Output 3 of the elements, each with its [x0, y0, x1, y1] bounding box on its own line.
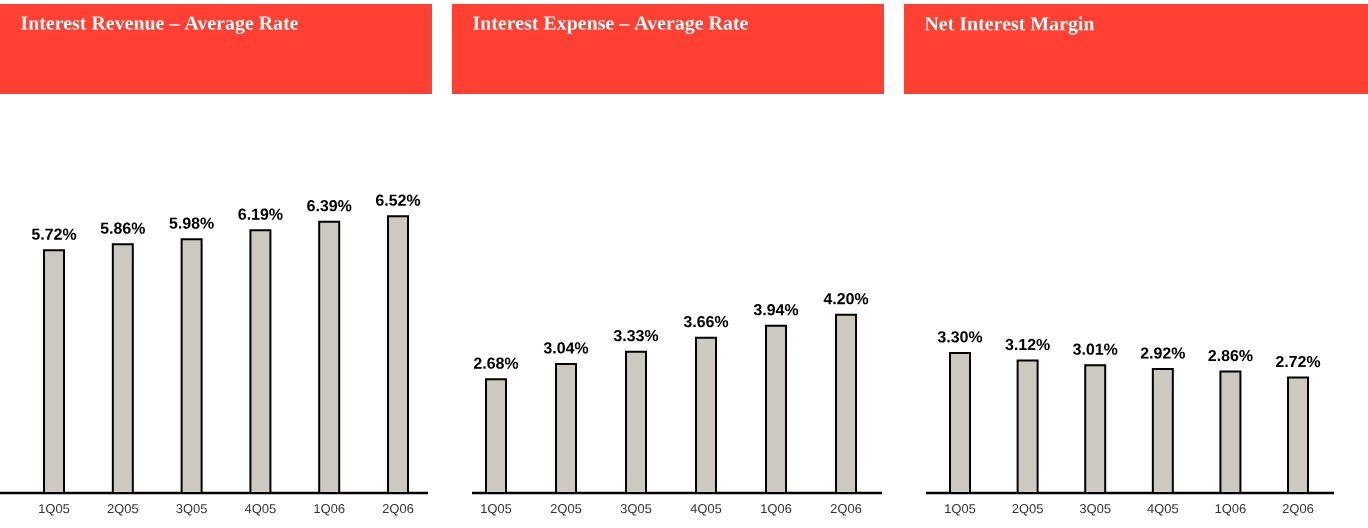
chart-title: Interest Expense – Average Rate: [473, 16, 748, 34]
chart-title: Interest Revenue – Average Rate: [21, 16, 299, 34]
chart-title: Net Interest Margin: [924, 16, 1095, 35]
